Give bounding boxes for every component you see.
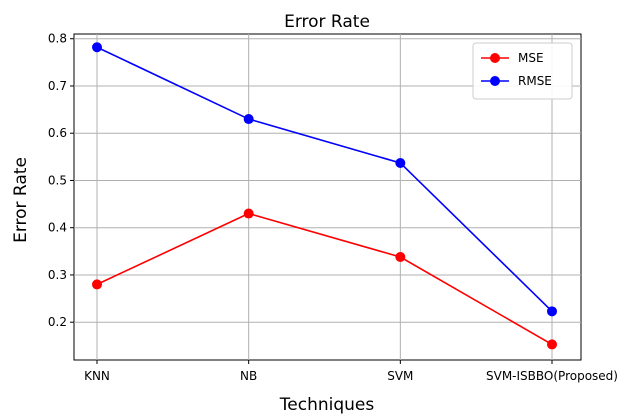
data-point-rmse <box>243 114 254 125</box>
chart-title: Error Rate <box>284 12 370 32</box>
data-point-rmse <box>547 306 557 317</box>
legend-marker-rmse <box>490 76 500 86</box>
legend-label-rmse: RMSE <box>518 74 552 88</box>
data-point-mse <box>395 252 406 263</box>
x-tick-label: NB <box>240 369 257 383</box>
y-tick-label: 0.2 <box>48 315 67 329</box>
y-tick-label: 0.4 <box>48 221 67 235</box>
y-tick-label: 0.6 <box>48 126 67 140</box>
x-tick-label: SVM <box>387 369 413 383</box>
legend-label-mse: MSE <box>518 51 544 65</box>
axis-ticks: KNN NB SVM SVM-ISBBO(Proposed) 0.2 0.3 0.4 0.5 0… <box>48 32 618 383</box>
data-point-rmse <box>395 157 406 168</box>
y-axis-label: Error Rate <box>11 157 31 243</box>
data-point-mse <box>243 208 254 219</box>
data-point-mse <box>92 279 102 290</box>
legend-marker-mse <box>490 53 500 63</box>
chart-legend: MSE RMSE <box>472 42 573 100</box>
x-axis-label: Techniques <box>279 395 375 415</box>
data-series <box>92 42 557 350</box>
y-tick-label: 0.8 <box>48 32 67 46</box>
y-tick-label: 0.7 <box>48 79 67 93</box>
data-point-mse <box>547 339 557 350</box>
x-tick-label: SVM-ISBBO(Proposed) <box>486 369 618 383</box>
x-tick-label: KNN <box>84 369 110 383</box>
grid-lines <box>74 34 581 360</box>
y-tick-label: 0.3 <box>48 268 67 282</box>
series-line-mse <box>96 212 553 346</box>
series-line-rmse <box>96 46 553 312</box>
data-point-rmse <box>92 42 102 53</box>
y-tick-label: 0.5 <box>48 173 67 187</box>
